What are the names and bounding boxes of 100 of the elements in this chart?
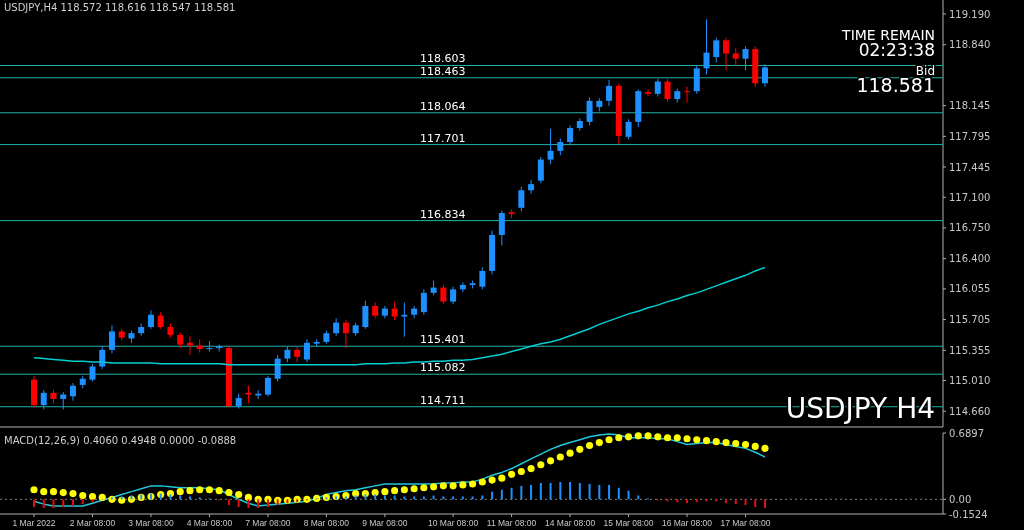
candlestick [479, 266, 486, 290]
candlestick [518, 186, 525, 212]
x-tick-label: 8 Mar 08:00 [303, 518, 350, 528]
x-tick-label: 17 Mar 08:00 [720, 518, 771, 528]
text: TIME REMAIN [841, 27, 935, 43]
ref-line-label: 115.401 [420, 333, 466, 347]
bar [42, 499, 45, 508]
candlestick [645, 88, 652, 97]
candlestick [420, 288, 427, 316]
bar [539, 482, 542, 500]
bar [764, 499, 766, 508]
bar [120, 496, 123, 500]
y-tick-label: 116.750 [949, 222, 991, 234]
bar [413, 496, 416, 500]
candlestick [108, 324, 115, 354]
ref-line-label: 116.834 [420, 207, 466, 221]
y-tick-label: 118.145 [949, 100, 991, 112]
chart-title: USDJPY,H4 118.572 118.616 118.547 118.581 [4, 2, 236, 13]
bar [676, 499, 679, 503]
bar [725, 499, 728, 504]
candlestick [498, 209, 505, 246]
candlestick [537, 156, 544, 184]
candlestick [625, 118, 632, 140]
bar [608, 484, 611, 500]
y-tick-label: 115.705 [949, 314, 991, 326]
candlestick [401, 301, 408, 338]
candlestick [693, 65, 700, 95]
candlestick [411, 305, 418, 319]
candlestick [303, 338, 310, 363]
bar [588, 483, 591, 500]
candlestick [459, 281, 466, 293]
candlestick [264, 375, 271, 397]
bar [461, 496, 464, 500]
candlestick [362, 300, 369, 330]
bar [52, 499, 55, 508]
x-tick-label: 2 Mar 08:00 [69, 518, 116, 528]
candlestick [40, 389, 47, 410]
bar [510, 487, 513, 500]
bar [627, 490, 630, 500]
y-tick-label: 118.840 [949, 39, 991, 51]
y-tick-label: 0.6897 [949, 427, 984, 439]
bar [442, 496, 445, 500]
x-tick-label: 1 Mar 2022 [12, 518, 56, 528]
y-tick-label: 115.010 [949, 375, 991, 387]
x-tick-label: 15 Mar 08:00 [603, 518, 654, 528]
x-tick-label: 10 Mar 08:00 [428, 518, 479, 528]
x-tick-label: 9 Mar 08:00 [362, 518, 408, 528]
bar [578, 482, 581, 500]
x-tick-label: 11 Mar 08:00 [486, 518, 537, 528]
candlestick [206, 340, 213, 353]
y-tick-label: 117.100 [949, 191, 991, 203]
candlestick [99, 345, 106, 370]
candlestick [586, 96, 593, 126]
x-tick-label: 7 Mar 08:00 [245, 518, 291, 528]
y-tick-label: 119.190 [949, 8, 991, 20]
bar [695, 499, 698, 503]
bar [296, 499, 299, 503]
bar [686, 499, 689, 504]
bar [491, 491, 494, 500]
bar [33, 499, 35, 508]
ref-line-label: 118.064 [420, 99, 466, 113]
candlestick [567, 124, 574, 146]
candlestick [440, 284, 447, 305]
bar [335, 496, 338, 500]
y-tick-label: 117.795 [949, 130, 991, 142]
bar [422, 496, 425, 500]
bar [754, 499, 757, 508]
candlestick [684, 86, 691, 104]
chart-title: MACD(12,26,9) 0.4060 0.4948 0.0000 -0.0888 [4, 435, 237, 446]
candlestick [342, 319, 349, 349]
bar [617, 487, 620, 500]
ref-line-label: 114.711 [420, 393, 466, 407]
candlestick [274, 354, 281, 382]
y-tick-label: 116.055 [949, 283, 991, 295]
bar [744, 499, 747, 506]
y-tick-label: 0.00 [949, 493, 972, 505]
bar [637, 495, 640, 500]
bar [559, 482, 562, 500]
ref-line-label: 118.463 [420, 64, 466, 78]
candlestick [147, 309, 154, 330]
bar [569, 482, 572, 500]
y-tick-label: 115.355 [949, 344, 991, 356]
x-tick-label: 4 Mar 08:00 [186, 518, 233, 528]
bar [549, 482, 552, 500]
candlestick [664, 78, 671, 103]
ref-line-label: 115.082 [420, 361, 466, 375]
ref-line-label: 117.701 [420, 131, 466, 145]
y-tick-label: 116.400 [949, 253, 991, 265]
x-tick-label: 14 Mar 08:00 [545, 518, 596, 528]
text: 02:23:38 [858, 40, 935, 60]
bar [344, 496, 347, 500]
bar [500, 489, 503, 500]
candlestick [391, 301, 398, 321]
candlestick [547, 128, 554, 165]
bar [520, 485, 523, 500]
bar [598, 484, 601, 500]
candlestick [528, 179, 535, 195]
text: USDJPY H4 [785, 392, 935, 425]
candlestick [703, 18, 710, 76]
bar [432, 495, 435, 500]
